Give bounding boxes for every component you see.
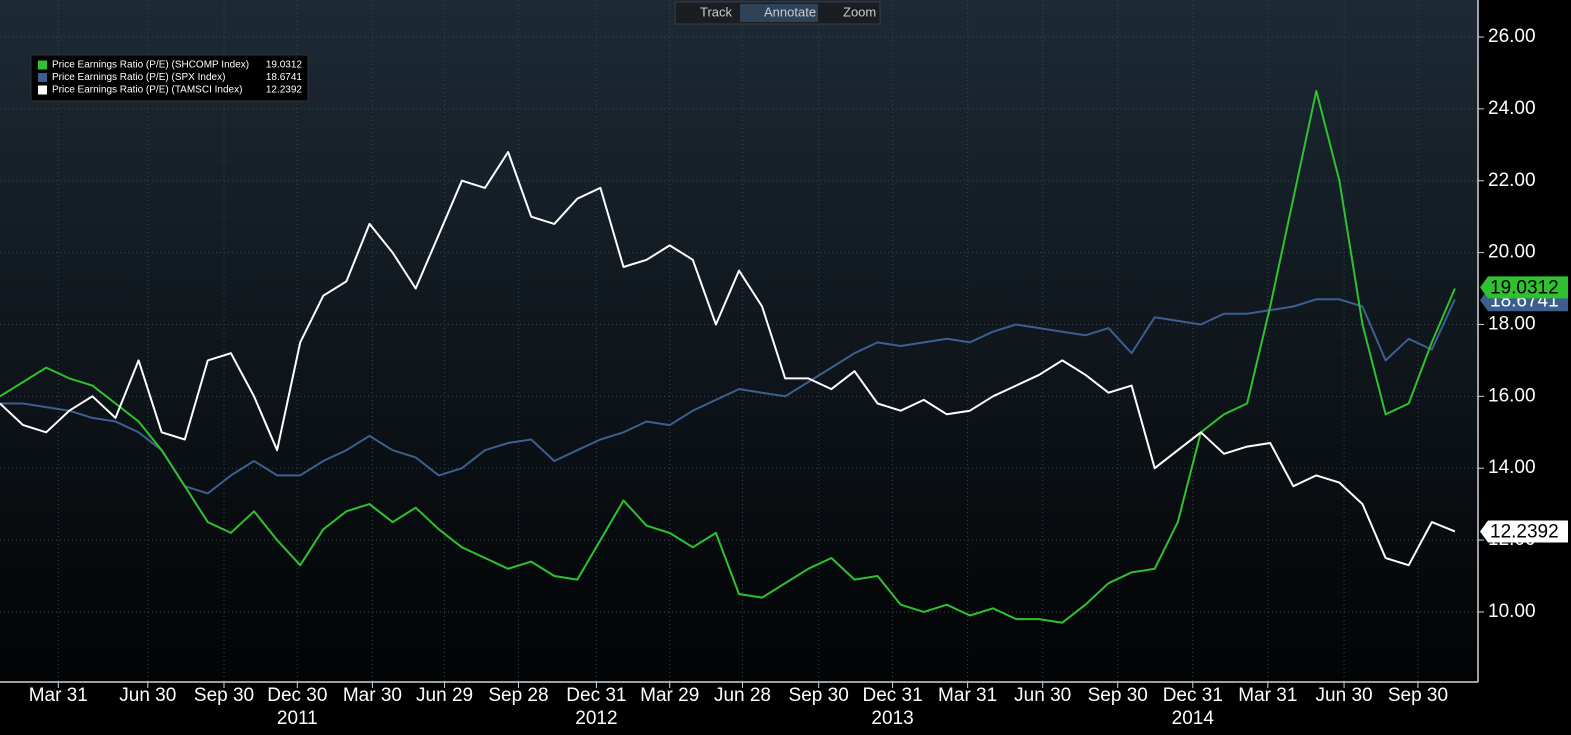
x-tick-label: Mar 29 <box>640 685 699 706</box>
x-tick-label: Dec 31 <box>862 685 922 706</box>
last-value-label: 19.0312 <box>1490 277 1559 298</box>
x-tick-label: Jun 30 <box>1014 685 1071 706</box>
legend-swatch <box>38 60 47 70</box>
x-tick-label: Jun 29 <box>416 685 473 706</box>
grid <box>0 0 1478 682</box>
legend-value: 18.6741 <box>266 72 303 83</box>
legend: Price Earnings Ratio (P/E) (SHCOMP Index… <box>30 54 309 102</box>
last-value-label: 12.2392 <box>1490 521 1559 542</box>
y-tick-label: 18.00 <box>1488 313 1536 334</box>
x-tick-label: Mar 31 <box>1238 685 1297 706</box>
x-year-label: 2013 <box>871 708 913 729</box>
toolbar: Track Annotate Zoom <box>674 1 881 25</box>
y-tick-label: 16.00 <box>1488 385 1536 406</box>
y-tick-label: 10.00 <box>1488 601 1536 622</box>
series-line <box>0 151 1456 567</box>
x-tick-label: Mar 31 <box>29 685 88 706</box>
x-tick-label: Jun 28 <box>714 685 771 706</box>
x-tick-label: Sep 28 <box>488 685 548 706</box>
x-tick-label: Jun 30 <box>1316 685 1373 706</box>
x-tick-label: Dec 31 <box>566 685 626 706</box>
legend-value: 12.2392 <box>266 85 303 96</box>
toolbar-active <box>740 4 818 22</box>
toolbar-button[interactable]: Annotate <box>764 4 816 19</box>
legend-swatch <box>38 73 47 82</box>
last-value-flag <box>1480 276 1568 299</box>
legend-label: Price Earnings Ratio (P/E) (TAMSCI Index… <box>52 85 242 96</box>
x-year-label: 2012 <box>575 708 617 729</box>
y-tick-label: 22.00 <box>1488 170 1536 191</box>
x-year-label: 2014 <box>1172 708 1215 729</box>
x-tick-label: Mar 31 <box>938 685 997 706</box>
x-tick-label: Sep 30 <box>1088 685 1148 706</box>
series-line <box>0 298 1456 495</box>
last-value-flag <box>1480 520 1568 543</box>
series-line <box>0 89 1456 624</box>
x-tick-label: Sep 30 <box>1388 685 1448 706</box>
legend-label: Price Earnings Ratio (P/E) (SHCOMP Index… <box>52 60 249 71</box>
x-tick-label: Dec 30 <box>267 685 327 706</box>
axis-background <box>1478 0 1571 730</box>
legend-label: Price Earnings Ratio (P/E) (SPX Index) <box>52 72 225 83</box>
x-tick-label: Sep 30 <box>194 685 254 706</box>
toolbar-button[interactable]: Zoom <box>843 4 876 19</box>
legend-swatch <box>38 85 47 95</box>
toolbar-button[interactable]: Track <box>700 4 733 19</box>
y-tick-label: 20.00 <box>1488 242 1536 263</box>
legend-box <box>30 54 309 102</box>
y-tick-label: 14.00 <box>1488 457 1536 478</box>
x-tick-label: Dec 31 <box>1163 685 1223 706</box>
plot-background <box>0 0 1478 682</box>
x-year-label: 2011 <box>277 708 318 729</box>
x-tick-label: Mar 30 <box>343 685 402 706</box>
y-tick-label: 24.00 <box>1488 98 1536 119</box>
legend-value: 19.0312 <box>266 60 303 71</box>
y-tick-label: 26.00 <box>1488 26 1536 47</box>
lines <box>0 89 1456 624</box>
x-tick-label: Sep 30 <box>789 685 849 706</box>
x-tick-label: Jun 30 <box>119 685 176 706</box>
